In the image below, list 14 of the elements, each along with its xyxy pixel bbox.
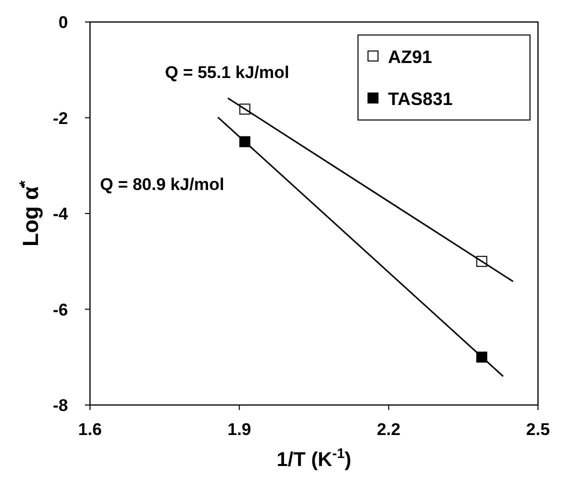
annotation: Q = 80.9 kJ/mol [100, 175, 224, 194]
annotation: Q = 55.1 kJ/mol [165, 63, 290, 82]
x-tick-label: 2.2 [376, 420, 400, 439]
y-tick-label: -4 [52, 204, 69, 224]
x-tick-label: 1.6 [78, 420, 102, 439]
x-tick-label: 2.5 [526, 420, 550, 439]
x-axis-title: 1/T (K$^{-1}$) [276, 445, 352, 471]
y-tick-label: -2 [52, 108, 68, 128]
legend-label: AZ91 [388, 47, 432, 67]
x-tick-label: 1.9 [228, 420, 252, 439]
y-tick-label: -8 [52, 396, 68, 415]
y-tick-label: -6 [52, 300, 68, 320]
legend-label: TAS831 [388, 89, 453, 109]
y-tick-label: 0 [58, 13, 68, 32]
